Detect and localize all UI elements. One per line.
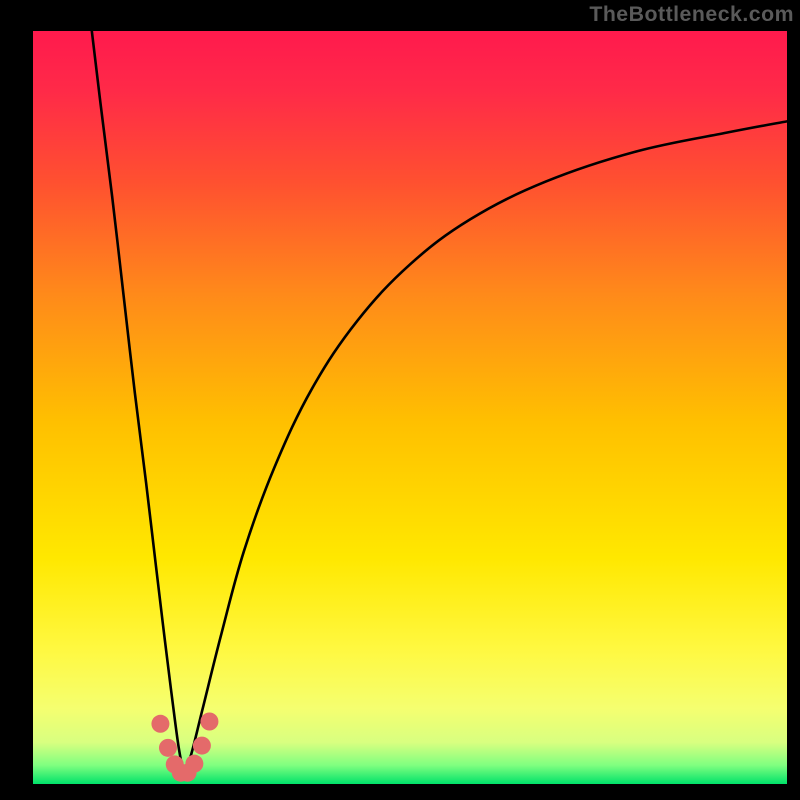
data-marker [185, 755, 203, 773]
watermark-text: TheBottleneck.com [589, 2, 794, 27]
data-marker [193, 737, 211, 755]
curve-layer [33, 31, 787, 784]
plot-area [33, 31, 787, 784]
data-marker [159, 739, 177, 757]
bottleneck-curve-right [184, 121, 787, 775]
bottleneck-curve-left [92, 31, 184, 775]
data-marker [200, 713, 218, 731]
chart-frame: TheBottleneck.com [0, 0, 800, 800]
data-marker [151, 715, 169, 733]
